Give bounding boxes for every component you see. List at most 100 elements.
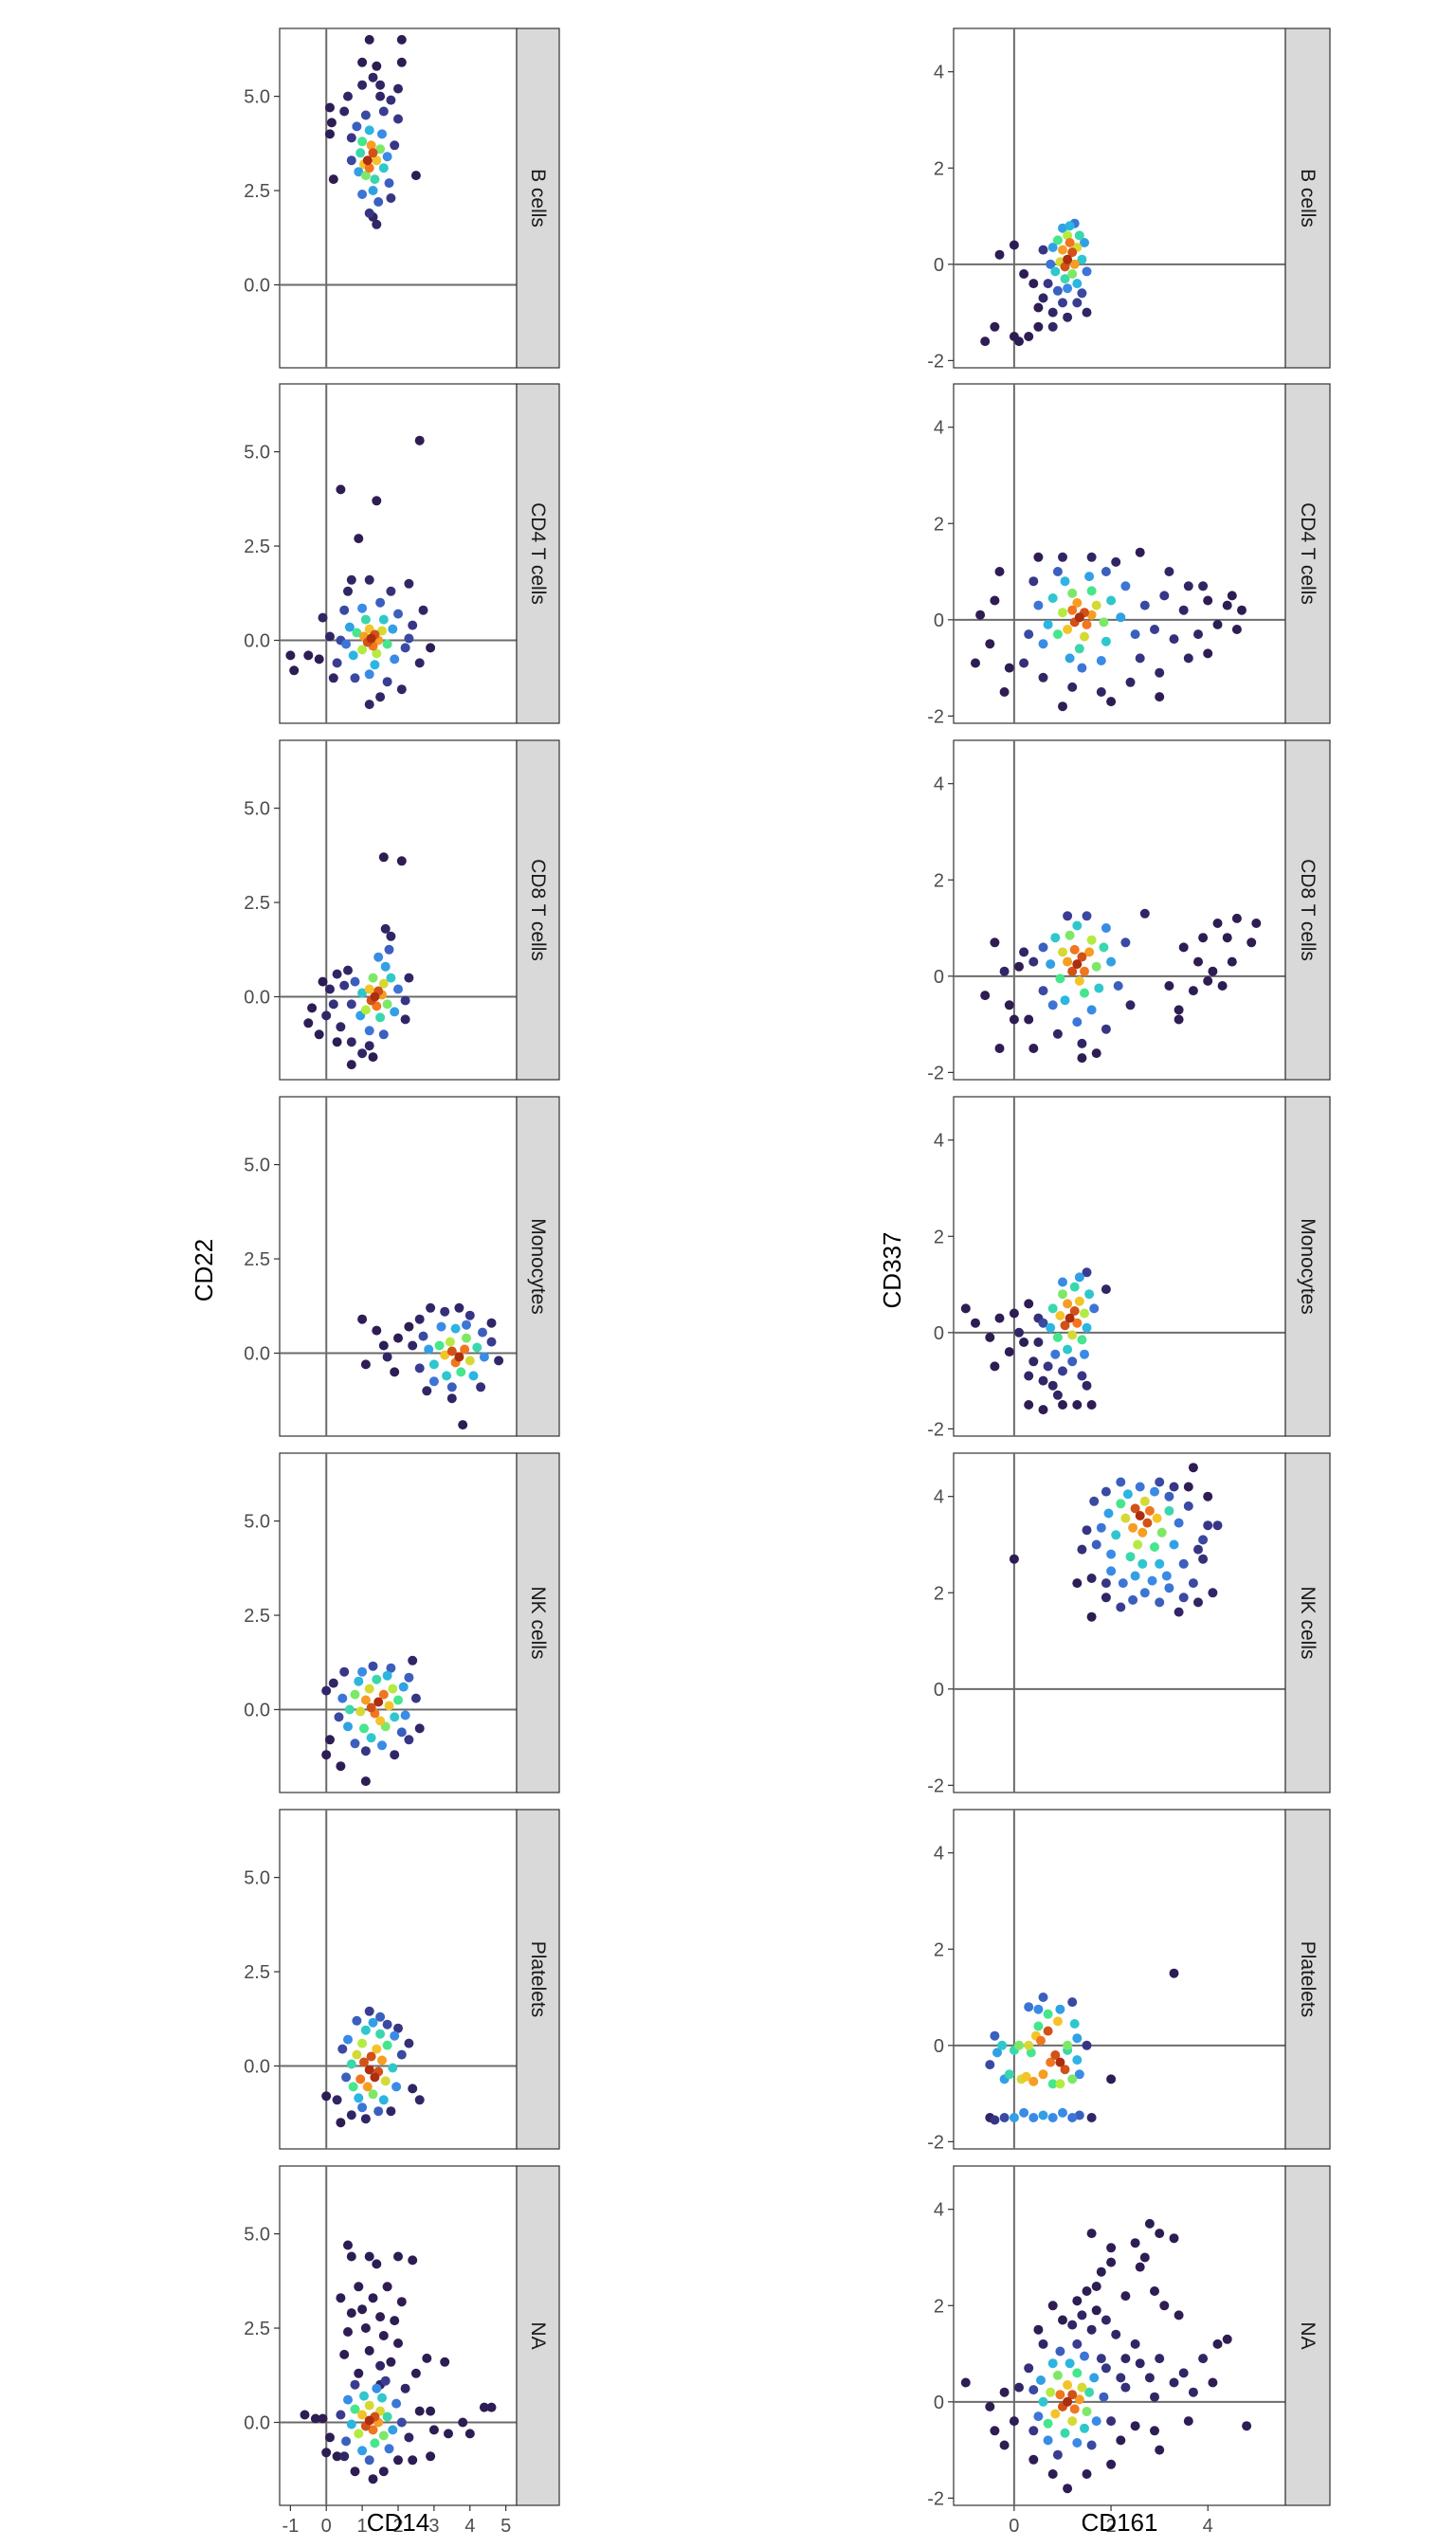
data-point (346, 999, 356, 1010)
data-point (985, 639, 995, 649)
data-point (1183, 1501, 1193, 1511)
data-point (398, 1682, 409, 1692)
data-point (377, 626, 387, 636)
data-point (357, 645, 368, 655)
data-point (364, 574, 374, 585)
data-point (1155, 1597, 1165, 1608)
data-point (1139, 908, 1150, 919)
data-point (1052, 1028, 1063, 1039)
data-point (1101, 567, 1111, 576)
data-point (318, 2413, 328, 2424)
data-point (1072, 1017, 1083, 1028)
data-point (343, 965, 353, 975)
data-point (990, 595, 1000, 606)
data-point (378, 2331, 389, 2340)
data-point (386, 931, 396, 941)
data-point (337, 1693, 348, 1703)
facet-strip (516, 1452, 560, 1793)
data-point (1101, 1578, 1111, 1589)
data-point (1106, 2243, 1117, 2253)
data-point (1169, 2377, 1179, 2388)
data-point (1101, 923, 1111, 933)
data-point (1099, 2392, 1109, 2402)
facet-strip (1284, 1809, 1331, 2150)
data-point (1069, 944, 1080, 955)
data-point (1193, 956, 1203, 967)
data-point (1128, 1594, 1138, 1605)
data-point (1072, 279, 1083, 289)
data-point (1063, 956, 1073, 967)
data-point (370, 992, 380, 1002)
data-point (408, 2455, 418, 2466)
data-point (1135, 1482, 1145, 1492)
data-point (318, 612, 328, 623)
data-point (1091, 2305, 1101, 2316)
data-point (368, 186, 378, 195)
data-point (1247, 937, 1257, 948)
x-tick-label: 0 (321, 2516, 332, 2537)
data-point (1055, 2004, 1065, 2014)
data-point (339, 1666, 350, 1677)
data-point (478, 1327, 487, 1338)
data-point (1086, 1611, 1097, 1622)
data-point (359, 2057, 369, 2067)
data-point (1067, 1330, 1078, 1340)
data-point (1150, 2426, 1159, 2436)
data-point (450, 1323, 461, 1334)
data-point (1174, 1518, 1184, 1528)
data-point (960, 1303, 971, 1314)
y-tick-label: 4 (934, 2200, 944, 2221)
data-point (357, 1048, 368, 1059)
data-point (414, 1314, 425, 1324)
data-point (1038, 1375, 1048, 1386)
data-point (1074, 2069, 1084, 2080)
data-point (372, 496, 382, 506)
data-point (990, 321, 1000, 332)
points-group (985, 1968, 1179, 2125)
data-point (364, 208, 374, 218)
y-tick-label: 0 (934, 2036, 944, 2057)
facet-strip (516, 739, 560, 1081)
data-point (1120, 2291, 1131, 2302)
data-point (1074, 230, 1084, 241)
data-point (1125, 1552, 1136, 1562)
data-point (1077, 1053, 1087, 1064)
facet-strip-label: Monocytes (527, 1218, 549, 1315)
data-point (346, 2059, 356, 2069)
data-point (1019, 658, 1029, 668)
data-point (390, 1367, 400, 1377)
data-point (1028, 2113, 1039, 2122)
data-point (1024, 1371, 1034, 1381)
data-point (1009, 2113, 1019, 2122)
data-point (980, 337, 991, 347)
data-point (456, 1367, 466, 1377)
data-point (400, 1014, 410, 1025)
data-point (1072, 1318, 1083, 1328)
y-tick-label: 4 (934, 1844, 944, 1865)
data-point (375, 144, 386, 155)
y-tick-label: -2 (927, 706, 944, 727)
data-point (1212, 1520, 1223, 1531)
data-point (1147, 1575, 1157, 1586)
data-point (1047, 2469, 1058, 2479)
data-point (494, 1356, 504, 1366)
data-point (1156, 1527, 1167, 1538)
panel-b-cells: 0.0 2.5 5.0 B cells (244, 27, 560, 369)
data-point (1069, 1282, 1080, 1292)
data-point (372, 2259, 382, 2269)
data-point (364, 700, 374, 710)
data-point (999, 2387, 1010, 2397)
data-point (1139, 1496, 1150, 1506)
facet-strip (1284, 2165, 1331, 2506)
data-point (343, 586, 353, 596)
data-point (382, 152, 392, 162)
data-point (1067, 2074, 1078, 2084)
data-point (1128, 1522, 1138, 1533)
data-point (368, 1661, 378, 1671)
data-point (1086, 2113, 1097, 2122)
data-point (344, 1704, 355, 1715)
data-point (390, 1007, 400, 1017)
facet-strip-label: CD4 T cells (1297, 502, 1319, 605)
data-point (341, 2436, 352, 2447)
data-point (1028, 2385, 1039, 2395)
